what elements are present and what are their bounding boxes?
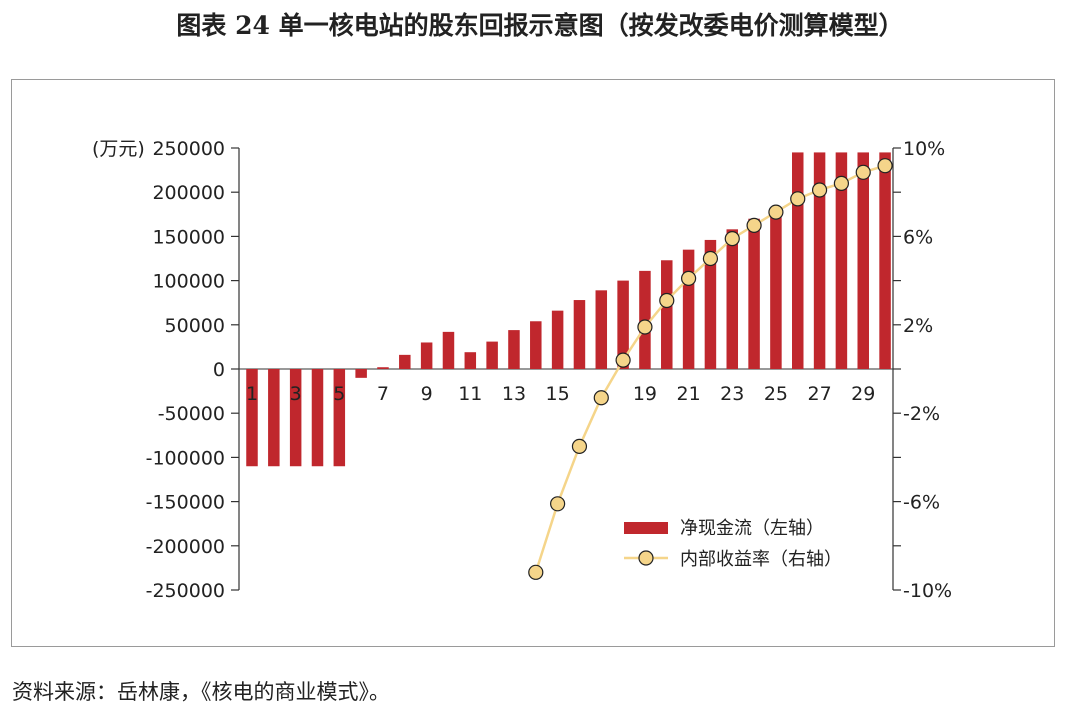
right-axis-tick-label: 6%	[903, 226, 933, 248]
left-axis-tick-label: 50000	[165, 315, 225, 337]
bar-net-cash-flow	[551, 310, 564, 369]
irr-point	[811, 182, 828, 198]
bar-net-cash-flow	[857, 152, 869, 369]
x-tick-label: 5	[333, 383, 345, 405]
bar-net-cash-flow	[573, 300, 586, 369]
left-axis-tick-label: -150000	[146, 492, 225, 514]
left-axis-tick-label: 150000	[152, 226, 225, 248]
bar-net-cash-flow	[246, 369, 258, 467]
x-tick-label: 13	[502, 383, 526, 405]
legend-swatch-bar	[624, 522, 668, 534]
left-axis-tick-label: -250000	[146, 580, 225, 602]
combo-chart: 250000 200000 150000 100000 50000 0 -50000 -100…	[92, 138, 952, 602]
bar-net-cash-flow	[420, 342, 433, 369]
right-axis-tick-label: -6%	[903, 492, 940, 514]
x-tick-label: 19	[633, 383, 657, 405]
left-axis-tick-label: 250000	[152, 138, 225, 160]
left-axis-tick-label: 200000	[152, 182, 225, 204]
chart-frame: 250000 200000 150000 100000 50000 0 -50000 -100…	[11, 79, 1055, 647]
irr-point	[768, 204, 784, 220]
bar-net-cash-flow	[792, 152, 804, 369]
bar-net-cash-flow	[748, 218, 760, 369]
irr-point	[877, 158, 893, 174]
x-tick-label: 3	[290, 383, 302, 405]
bar-net-cash-flow	[704, 239, 717, 369]
irr-point	[680, 270, 697, 286]
x-tick-label: 7	[377, 383, 389, 405]
bar-net-cash-flow	[879, 152, 891, 369]
bar-net-cash-flow	[333, 369, 346, 467]
bar-net-cash-flow	[726, 229, 739, 369]
left-axis-tick-label: -100000	[146, 447, 225, 469]
chart-title: 图表 24 单一核电站的股东回报示意图（按发改委电价测算模型）	[176, 11, 904, 40]
x-tick-label: 25	[764, 383, 788, 405]
bar-net-cash-flow	[813, 152, 826, 369]
bar-net-cash-flow	[355, 369, 367, 378]
bar-net-cash-flow	[770, 209, 782, 369]
bar-net-cash-flow	[486, 341, 498, 369]
right-axis-tick-label: 2%	[903, 315, 933, 337]
bar-net-cash-flow	[617, 280, 629, 369]
x-tick-label: 1	[246, 383, 258, 405]
bar-net-cash-flow	[508, 330, 520, 369]
bar-net-cash-flow	[268, 369, 280, 467]
irr-point	[659, 292, 675, 309]
left-axis-unit: (万元)	[92, 138, 145, 160]
left-axis-tick-label: 100000	[152, 271, 225, 293]
bar-net-cash-flow	[682, 249, 695, 369]
right-axis-tick-label: -2%	[903, 403, 940, 425]
bar-net-cash-flow	[835, 152, 848, 369]
x-tick-label: 9	[421, 383, 433, 405]
x-tick-label: 29	[851, 383, 875, 405]
right-axis-tick-label: 10%	[903, 138, 945, 160]
x-tick-label: 27	[807, 383, 831, 405]
irr-point	[593, 390, 609, 406]
bar-net-cash-flow	[311, 369, 324, 467]
right-axis-tick-label: -10%	[903, 580, 952, 602]
bar-net-cash-flow	[442, 331, 455, 369]
irr-point	[724, 231, 740, 247]
irr-point	[855, 164, 871, 180]
x-tick-label: 23	[720, 383, 744, 405]
irr-point	[833, 175, 850, 191]
bar-net-cash-flow	[464, 352, 477, 369]
x-tick-label: 21	[677, 383, 701, 405]
bar-net-cash-flow	[595, 290, 608, 369]
left-axis-tick-label: -50000	[158, 403, 225, 425]
left-axis-tick-label: 0	[213, 359, 225, 381]
x-tick-label: 15	[546, 383, 570, 405]
legend-label-net-cash-flow: 净现金流（左轴）	[680, 518, 824, 539]
irr-point	[790, 191, 806, 207]
bar-net-cash-flow	[530, 321, 542, 369]
irr-point	[571, 438, 588, 454]
irr-point	[615, 352, 631, 368]
irr-point	[637, 319, 653, 335]
left-axis-tick-label: -200000	[146, 536, 225, 558]
legend-swatch-marker	[638, 550, 654, 566]
bar-net-cash-flow	[377, 367, 389, 369]
irr-point	[550, 496, 566, 512]
irr-point	[746, 217, 762, 233]
bar-net-cash-flow	[399, 354, 411, 369]
irr-point	[528, 564, 544, 580]
x-tick-label: 11	[458, 383, 482, 405]
bar-net-cash-flow	[661, 260, 673, 369]
irr-point	[702, 250, 719, 267]
legend-label-irr: 内部收益率（右轴）	[680, 549, 842, 570]
source-note: 资料来源：岳林康，《核电的商业模式》。	[12, 680, 390, 704]
bar-net-cash-flow	[289, 369, 302, 467]
